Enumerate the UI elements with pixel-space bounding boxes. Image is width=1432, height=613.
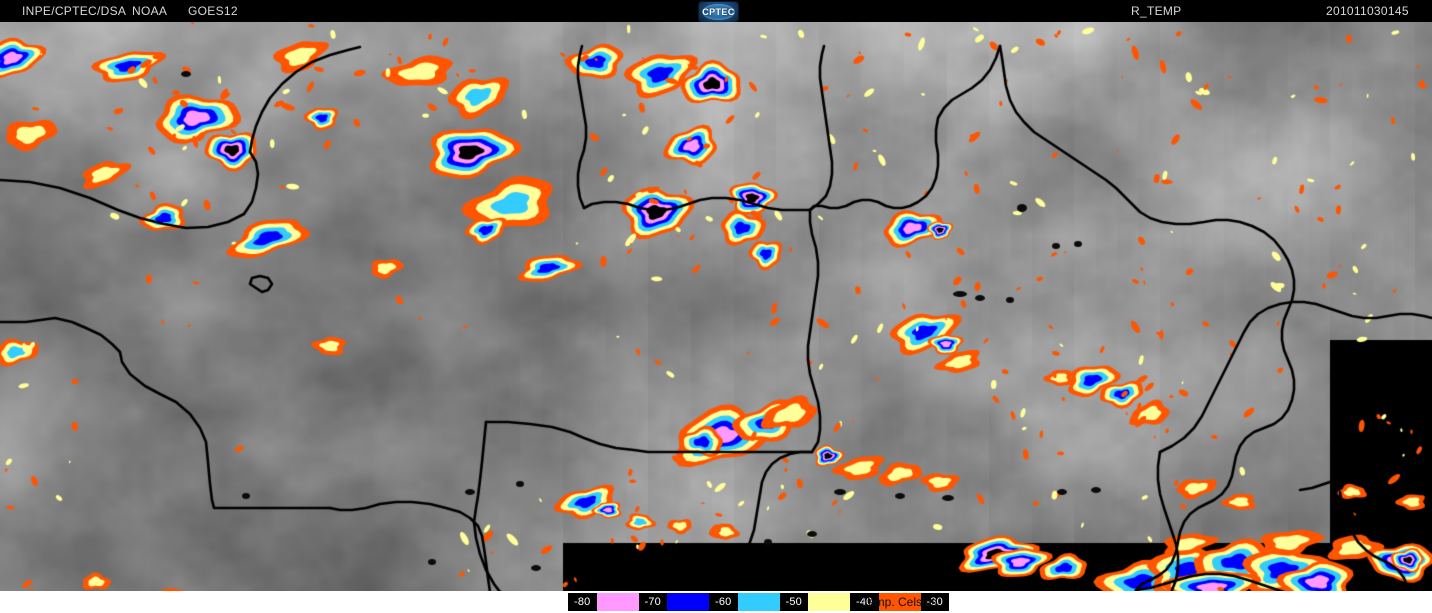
header-bar: INPE/CPTEC/DSA NOAA GOES12 CPTEC R_TEMP … (0, 0, 1432, 23)
color-scale-tick: -30 (920, 593, 949, 611)
timestamp-label: 201011030145 (1326, 4, 1409, 18)
cptec-logo: CPTEC (698, 1, 739, 23)
temperature-color-scale: -80 -70 -60 -50 -40 -30 Temp. Celsius (0, 591, 1432, 613)
color-scale-swatch (667, 593, 709, 611)
satellite-map (0, 22, 1432, 591)
cptec-logo-ring (702, 4, 735, 20)
color-scale-swatch (878, 593, 921, 611)
color-scale-tick: -60 (709, 593, 738, 611)
satellite-label: GOES12 (188, 4, 238, 18)
cptec-logo-text: CPTEC (702, 7, 735, 17)
color-scale-tick: -50 (779, 593, 808, 611)
color-scale-swatches: -80 -70 -60 -50 -40 -30 (568, 593, 949, 611)
color-scale-swatch (808, 593, 850, 611)
color-scale-swatch (596, 593, 639, 611)
product-label: R_TEMP (1131, 4, 1182, 18)
color-scale-tick: -70 (638, 593, 667, 611)
color-scale-swatch (737, 593, 780, 611)
color-scale-unit-label: Temp. Celsius (862, 595, 938, 609)
color-scale-tick: -40 (850, 593, 879, 611)
agency-label: INPE/CPTEC/DSA (22, 4, 127, 18)
provider-label: NOAA (132, 4, 168, 18)
infrared-cloud-imagery (0, 22, 1432, 591)
color-scale-tick: -80 (568, 593, 597, 611)
